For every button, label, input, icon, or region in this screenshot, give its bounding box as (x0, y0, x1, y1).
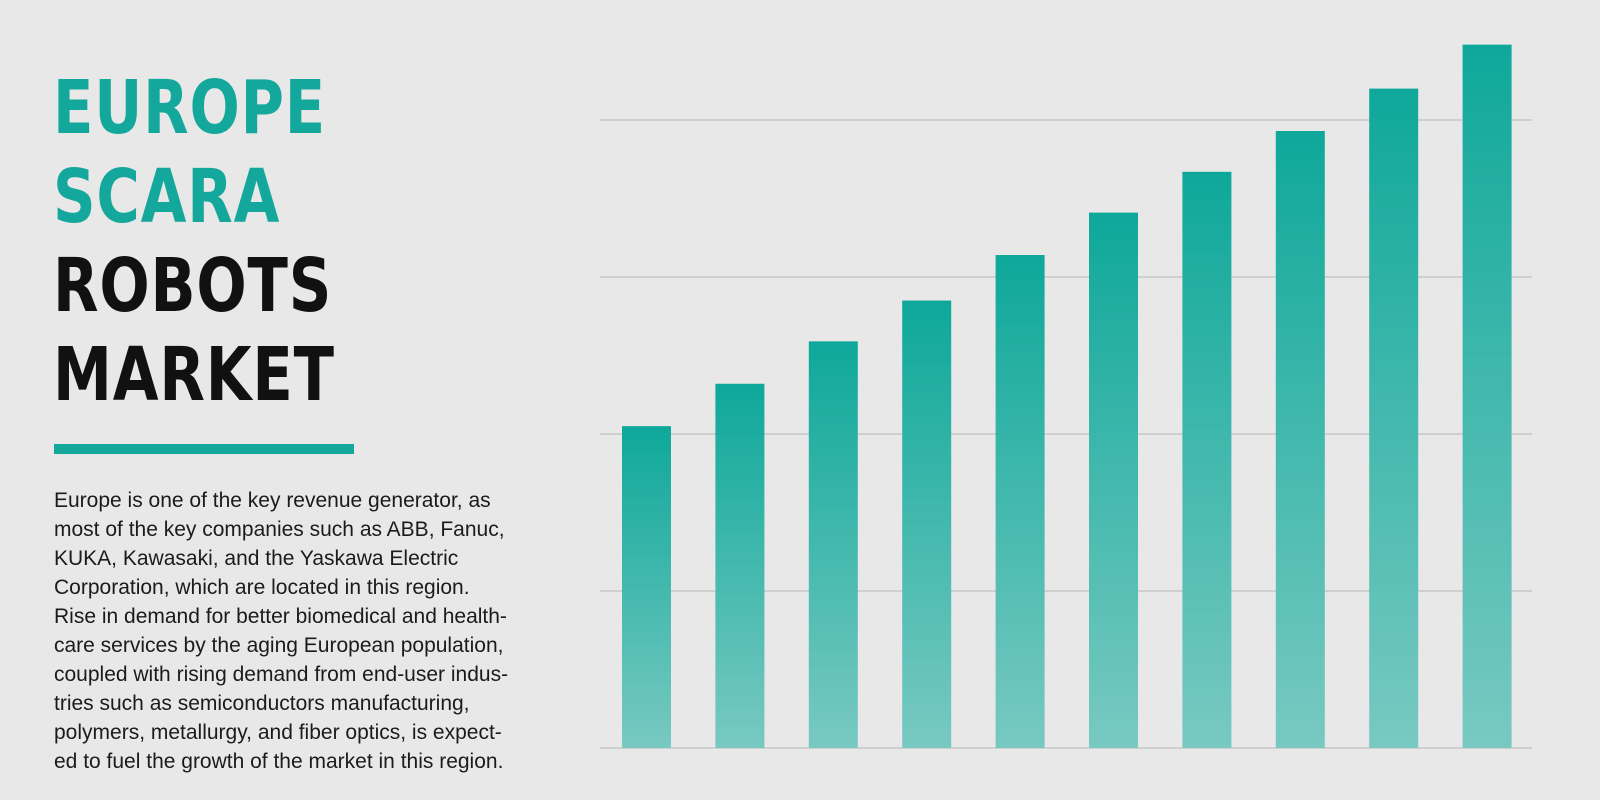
description-line: KUKA, Kawasaki, and the Yaskawa Electric (54, 547, 459, 570)
page-title: EUROPE SCARA ROBOTS MARKET (53, 64, 357, 420)
bar-1 (622, 426, 671, 748)
title-line-europe: EUROPE (53, 65, 327, 151)
description-line: Europe is one of the key revenue generat… (54, 489, 491, 512)
bar-layer (622, 44, 1512, 749)
bar-7 (1182, 171, 1232, 748)
description-line: most of the key companies such as ABB, F… (54, 518, 505, 541)
title-line-robots: ROBOTS (53, 243, 333, 329)
title-line-scara: SCARA (53, 154, 281, 240)
description-line: Rise in demand for better biomedical and… (54, 605, 507, 628)
bar-4 (902, 300, 952, 748)
description-line: polymers, metallurgy, and fiber optics, … (54, 721, 502, 744)
title-divider (54, 444, 354, 454)
bar-8 (1275, 130, 1325, 748)
bar-6 (1089, 212, 1138, 748)
bar-9 (1369, 88, 1419, 749)
description-line: tries such as semiconductors manufacturi… (54, 692, 470, 715)
bar-chart (600, 44, 1532, 749)
bar-10 (1462, 44, 1512, 748)
description-line: Corporation, which are located in this r… (54, 576, 470, 599)
description-line: care services by the aging European popu… (54, 634, 504, 657)
bar-2 (715, 383, 765, 748)
description-line: coupled with rising demand from end-user… (54, 663, 509, 686)
description-text: Europe is one of the key revenue generat… (54, 486, 584, 776)
title-line-market: MARKET (53, 332, 335, 418)
bar-3 (808, 341, 858, 748)
description-line: ed to fuel the growth of the market in t… (54, 750, 504, 773)
bar-5 (995, 255, 1045, 748)
